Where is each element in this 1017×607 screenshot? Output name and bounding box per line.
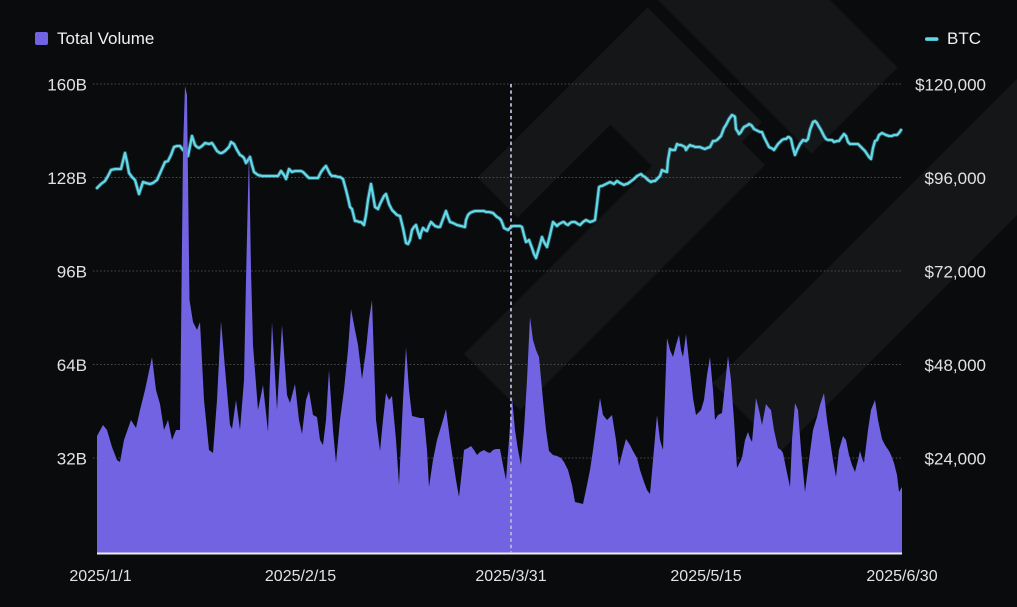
svg-text:160B: 160B (47, 76, 87, 95)
svg-text:2025/5/15: 2025/5/15 (670, 568, 741, 585)
svg-text:$96,000: $96,000 (925, 169, 986, 188)
svg-text:2025/2/15: 2025/2/15 (265, 568, 336, 585)
svg-text:32B: 32B (57, 450, 87, 469)
svg-text:128B: 128B (47, 169, 87, 188)
svg-text:$120,000: $120,000 (915, 76, 986, 95)
svg-text:$72,000: $72,000 (925, 263, 986, 282)
svg-text:2025/3/31: 2025/3/31 (475, 568, 546, 585)
svg-text:2025/6/30: 2025/6/30 (866, 568, 937, 585)
svg-text:BTC: BTC (947, 29, 981, 48)
svg-text:$48,000: $48,000 (925, 356, 986, 375)
svg-text:2025/1/1: 2025/1/1 (69, 568, 131, 585)
svg-text:64B: 64B (57, 356, 87, 375)
svg-text:96B: 96B (57, 263, 87, 282)
svg-text:$24,000: $24,000 (925, 450, 986, 469)
svg-text:Total Volume: Total Volume (57, 29, 154, 48)
